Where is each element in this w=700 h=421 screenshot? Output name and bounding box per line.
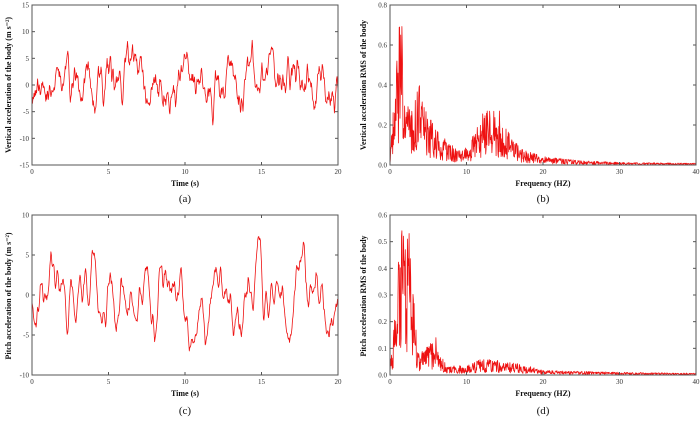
x-tick-label-a: 5 [107,168,111,176]
y-tick-label-d: 0.6 [378,212,387,220]
y-tick-label-b: 0.4 [378,82,387,90]
y-tick-label-a: -5 [23,108,29,116]
ylabel-a: Vertical acceleration of the body (m s⁻²… [4,17,13,153]
ylabel-d: Pitch acceleration RMS of the body [359,235,368,356]
y-tick-label-b: 0.8 [378,2,387,10]
y-tick-label-a: 5 [26,55,30,63]
x-tick-label-b: 40 [693,168,700,176]
chart-vertical-acceleration-rms-spectrum: Vertical acceleration RMS of the body Fr… [359,2,700,206]
xlabel-c: Time (s) [171,389,199,398]
panel-label-a: (a) [179,193,192,205]
x-tick-label-b: 20 [540,168,548,176]
x-tick-label-d: 0 [388,378,392,386]
x-tick-label-c: 20 [335,378,343,386]
y-tick-label-c: 5 [26,252,30,260]
y-tick-label-c: 0 [26,292,30,300]
x-tick-label-a: 15 [258,168,266,176]
ylabel-b: Vertical acceleration RMS of the body [359,20,368,150]
xlabel-b: Frequency (HZ) [515,179,571,188]
chart-pitch-acceleration-time: Pitch acceleration of the body (m s⁻²) T… [4,212,342,418]
series-line-c [31,236,339,352]
x-tick-label-b: 0 [388,168,392,176]
x-tick-label-c: 5 [107,378,111,386]
chart-pitch-acceleration-rms-spectrum: Pitch acceleration RMS of the body Frequ… [359,212,700,418]
y-tick-label-b: 0.0 [378,162,387,170]
series-line-a [31,39,339,126]
y-tick-label-b: 0.2 [378,122,387,130]
y-tick-label-d: 0.0 [378,372,387,380]
x-tick-label-a: 0 [30,168,34,176]
plot-frame-a [31,4,339,166]
series-line-b [389,26,697,166]
y-tick-label-d: 0.2 [378,318,387,326]
series-line-d [389,230,697,376]
xlabel-a: Time (s) [171,179,199,188]
x-tick-label-d: 40 [693,378,700,386]
x-tick-label-c: 15 [258,378,266,386]
y-tick-label-c: -10 [20,372,30,380]
y-tick-label-a: 15 [22,2,30,10]
y-tick-label-a: -10 [20,135,30,143]
y-tick-label-c: -5 [23,332,29,340]
xlabel-d: Frequency (HZ) [515,389,571,398]
y-tick-label-d: 0.4 [378,265,387,273]
panel-label-c: (c) [179,405,192,417]
y-tick-label-a: 0 [26,82,30,90]
x-tick-label-d: 10 [463,378,471,386]
chart-vertical-acceleration-time: Vertical acceleration of the body (m s⁻²… [4,2,342,206]
y-tick-label-a: 10 [22,28,30,36]
y-tick-label-d: 0.3 [378,292,387,300]
x-tick-label-c: 0 [30,378,34,386]
y-tick-label-d: 0.1 [378,345,387,353]
y-tick-label-d: 0.5 [378,238,387,246]
ylabel-c: Pitch acceleration of the body (m s⁻²) [4,232,13,359]
panel-label-b: (b) [537,193,550,205]
y-tick-label-c: 10 [22,212,30,220]
panel-label-d: (d) [537,405,550,417]
x-tick-label-b: 30 [616,168,624,176]
y-tick-label-a: -15 [20,162,30,170]
x-tick-label-a: 20 [335,168,343,176]
x-tick-label-a: 10 [182,168,190,176]
y-tick-label-b: 0.6 [378,42,387,50]
x-tick-label-d: 20 [540,378,548,386]
x-tick-label-c: 10 [182,378,190,386]
x-tick-label-d: 30 [616,378,624,386]
x-tick-label-b: 10 [463,168,471,176]
